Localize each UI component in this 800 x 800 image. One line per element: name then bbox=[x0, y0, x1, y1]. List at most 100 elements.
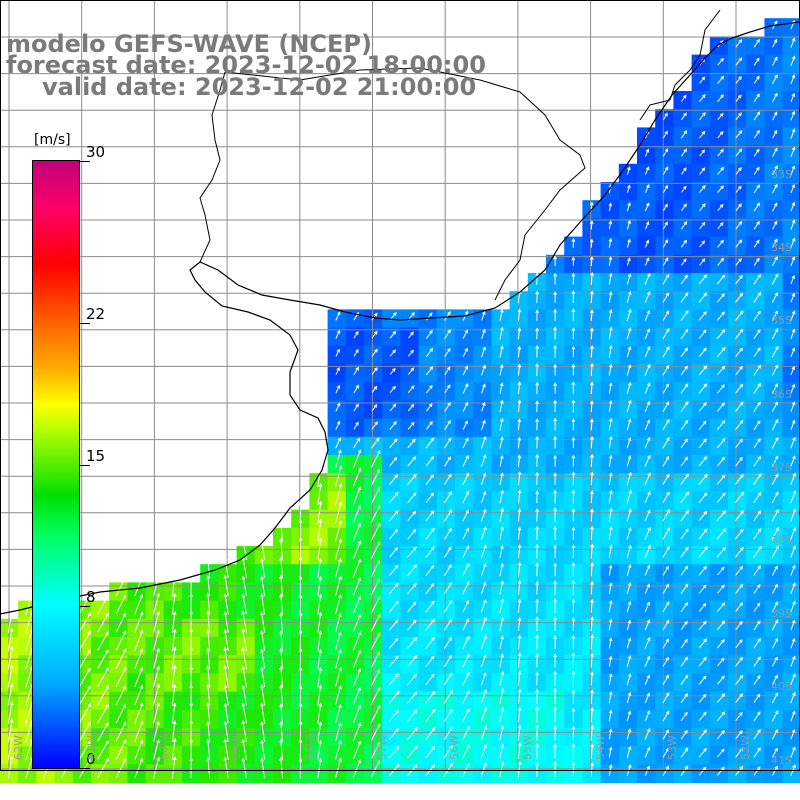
wind-vector-head bbox=[646, 183, 650, 188]
wind-vector-arrow bbox=[224, 721, 229, 742]
wind-vector-arrow bbox=[444, 402, 451, 412]
wind-vector-head bbox=[646, 328, 651, 333]
wind-vector-arrow bbox=[753, 58, 760, 66]
wind-vector-arrow bbox=[608, 383, 612, 394]
wind-vector-head bbox=[446, 384, 451, 389]
wind-vector-head bbox=[465, 527, 469, 532]
wind-vector-head bbox=[500, 706, 505, 711]
wind-vector-head bbox=[464, 420, 468, 425]
wind-vector-arrow bbox=[626, 185, 631, 193]
wind-vector-arrow bbox=[7, 665, 13, 688]
colorbar-tick-label: 30 bbox=[86, 143, 106, 161]
wind-vector-arrow bbox=[370, 487, 380, 505]
wind-vector-head bbox=[756, 420, 761, 424]
wind-vector-arrow bbox=[771, 766, 778, 776]
wind-vector-head bbox=[500, 436, 504, 441]
wind-vector-arrow bbox=[771, 402, 778, 412]
wind-vector-head bbox=[571, 689, 576, 694]
wind-vector-head bbox=[535, 290, 539, 295]
latitude-label: 40S bbox=[771, 680, 792, 694]
wind-vector-arrow bbox=[134, 721, 144, 742]
wind-vector-head bbox=[448, 654, 453, 659]
wind-vector-head bbox=[791, 419, 796, 424]
wind-vector-arrow bbox=[790, 601, 796, 613]
wind-vector-head bbox=[792, 545, 796, 550]
wind-vector-arrow bbox=[462, 510, 469, 522]
wind-vector-head bbox=[703, 311, 707, 315]
wind-vector-arrow bbox=[242, 666, 248, 688]
wind-vector-arrow bbox=[608, 473, 612, 486]
wind-vector-arrow bbox=[716, 528, 726, 540]
wind-vector-arrow bbox=[134, 630, 144, 651]
wind-vector-arrow bbox=[517, 671, 521, 686]
wind-vector-arrow bbox=[134, 740, 143, 760]
wind-vector-arrow bbox=[716, 547, 726, 558]
wind-vector-arrow bbox=[716, 384, 725, 394]
wind-vector-head bbox=[9, 736, 14, 741]
wind-vector-head bbox=[553, 616, 557, 621]
wind-vector-head bbox=[410, 367, 415, 372]
wind-vector-head bbox=[357, 704, 362, 709]
wind-vector-arrow bbox=[317, 758, 322, 778]
wind-vector-arrow bbox=[680, 366, 688, 376]
wind-vector-head bbox=[535, 706, 540, 710]
wind-vector-head bbox=[608, 637, 613, 642]
wind-vector-head bbox=[172, 720, 177, 725]
wind-vector-arrow bbox=[735, 167, 742, 175]
wind-vector-arrow bbox=[352, 631, 361, 651]
wind-vector-head bbox=[553, 743, 557, 748]
wind-vector-head bbox=[535, 580, 540, 585]
wind-vector-arrow bbox=[698, 638, 707, 649]
wind-vector-head bbox=[756, 57, 760, 62]
wind-vector-head bbox=[590, 543, 594, 548]
wind-vector-head bbox=[517, 580, 522, 585]
wind-vector-head bbox=[665, 619, 670, 624]
wind-vector-head bbox=[260, 721, 264, 726]
wind-vector-head bbox=[571, 579, 576, 584]
wind-vector-head bbox=[775, 545, 779, 550]
wind-vector-head bbox=[376, 632, 381, 637]
wind-vector-head bbox=[645, 257, 650, 262]
wind-vector-head bbox=[373, 312, 378, 317]
wind-vector-head bbox=[684, 656, 689, 661]
wind-vector-head bbox=[9, 627, 14, 632]
wind-vector-arrow bbox=[590, 363, 593, 376]
wind-vector-head bbox=[517, 308, 522, 313]
wind-vector-arrow bbox=[626, 472, 632, 486]
wind-vector-head bbox=[664, 130, 668, 135]
wind-vector-arrow bbox=[536, 725, 538, 741]
wind-vector-arrow bbox=[734, 529, 744, 540]
wind-vector-head bbox=[571, 670, 576, 675]
wind-vector-head bbox=[666, 527, 671, 532]
wind-vector-arrow bbox=[734, 474, 744, 485]
wind-vector-arrow bbox=[662, 711, 670, 722]
wind-vector-head bbox=[757, 637, 761, 642]
wind-vector-head bbox=[517, 652, 522, 657]
wind-vector-arrow bbox=[753, 528, 762, 540]
wind-vector-head bbox=[774, 401, 778, 406]
wind-vector-arrow bbox=[406, 710, 417, 722]
wind-vector-arrow bbox=[608, 600, 612, 613]
wind-vector-arrow bbox=[753, 546, 762, 558]
title-forecast-date: forecast date: 2023-12-02 18:00:00 bbox=[6, 51, 486, 79]
wind-vector-head bbox=[739, 711, 743, 716]
wind-vector-arrow bbox=[78, 686, 91, 706]
wind-vector-arrow bbox=[517, 689, 521, 705]
wind-vector-head bbox=[223, 703, 228, 708]
wind-vector-head bbox=[722, 546, 726, 551]
wind-vector-arrow bbox=[790, 166, 795, 176]
wind-vector-head bbox=[721, 402, 725, 407]
wind-vector-arrow bbox=[481, 311, 486, 321]
wind-vector-head bbox=[756, 93, 760, 98]
wind-vector-arrow bbox=[753, 675, 761, 685]
wind-vector-head bbox=[590, 743, 594, 748]
wind-vector-arrow bbox=[698, 492, 708, 504]
wind-vector-arrow bbox=[371, 367, 378, 375]
wind-vector-arrow bbox=[680, 112, 687, 121]
wind-vector-head bbox=[553, 363, 557, 368]
wind-vector-arrow bbox=[772, 184, 778, 194]
wind-vector-arrow bbox=[352, 505, 361, 523]
wind-vector-head bbox=[627, 437, 632, 442]
wind-vector-head bbox=[535, 453, 540, 458]
wind-vector-head bbox=[738, 148, 743, 153]
